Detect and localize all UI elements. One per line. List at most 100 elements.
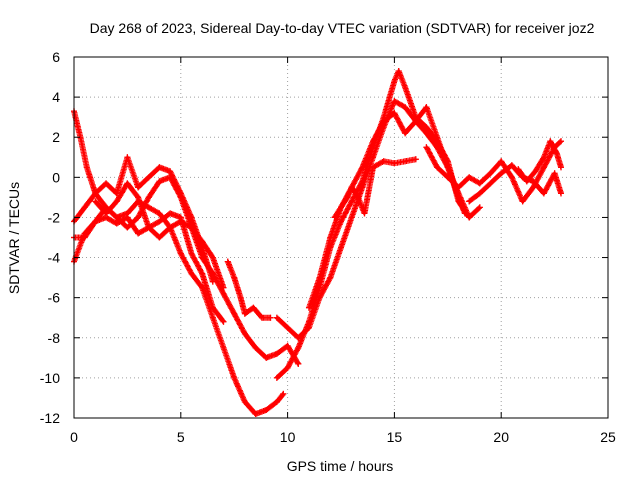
data-point [523,178,530,185]
y-tick-label: 6 [52,49,60,65]
data-point [273,398,280,405]
data-point [547,138,554,145]
data-point [220,344,227,351]
data-point [231,274,238,281]
data-point [92,198,99,205]
data-point [434,134,441,141]
data-point [344,194,351,201]
y-tick-label: -10 [40,370,60,386]
data-point [423,124,430,131]
data-point [498,158,505,165]
series-markers [273,68,473,381]
data-point [466,198,473,205]
data-point [145,224,152,231]
y-tick-label: 4 [52,89,60,105]
data-point [380,158,387,165]
data-point [391,98,398,105]
data-point [113,220,120,227]
data-point [231,374,238,381]
data-point [515,166,522,173]
data-point [327,274,334,281]
data-point [220,284,227,291]
y-tick-label: 0 [52,169,60,185]
tick-layer: 0 5 10 15 20 25 -12 -10 -8 -6 -4 -2 0 2 4 6 [40,49,616,445]
y-tick-label: -12 [40,410,60,426]
data-point [224,258,231,265]
data-point [348,184,355,191]
data-point [476,204,483,211]
data-point [263,406,270,413]
data-point [188,214,195,221]
data-point [241,398,248,405]
series-trace-8 [273,68,473,381]
data-point [295,360,302,367]
data-point [327,234,334,241]
data-point [156,210,163,217]
data-point [558,190,565,197]
y-tick-label: 2 [52,129,60,145]
data-point [156,234,163,241]
data-point [355,194,362,201]
data-point [370,164,377,171]
data-point [188,270,195,277]
data-point [241,310,248,317]
data-point [145,204,152,211]
y-tick-label: -8 [48,330,61,346]
data-point [316,274,323,281]
data-point [391,160,398,167]
data-point [156,164,163,171]
y-tick-label: -6 [48,290,61,306]
data-point [553,150,560,157]
data-point [250,304,257,311]
data-point [551,170,558,177]
data-point [177,250,184,257]
data-point [237,294,244,301]
data-point [92,190,99,197]
data-point [263,354,270,361]
data-point [199,284,206,291]
data-point [412,118,419,125]
data-point [361,210,368,217]
data-point [258,314,265,321]
data-point [167,168,174,175]
series-trace-6 [224,258,274,321]
data-point [124,180,131,187]
data-point [476,180,483,187]
x-tick-label: 15 [387,429,403,445]
data-point [359,178,366,185]
data-point [391,110,398,117]
data-point [444,164,451,171]
data-point [145,194,152,201]
data-point [273,374,280,381]
y-axis-label: SDTVAR / TECUs [6,182,22,294]
data-point [402,104,409,111]
data-point [519,198,526,205]
data-point [209,314,216,321]
data-point [284,364,291,371]
data-point [395,68,402,75]
data-point [199,238,206,245]
data-point [273,350,280,357]
data-point [220,318,227,325]
data-point [103,180,110,187]
data-point [284,342,291,349]
data-point [455,184,462,191]
data-point [135,230,142,237]
data-point [177,218,184,225]
data-point [199,270,206,277]
data-point [466,174,473,181]
data-point [412,156,419,163]
data-point [83,164,90,171]
data-point [103,210,110,217]
data-point [156,178,163,185]
data-point [402,158,409,165]
data-point [540,154,547,161]
data-point [558,138,565,145]
data-point [423,104,430,111]
data-point [402,84,409,91]
x-axis-label: GPS time / hours [287,458,394,474]
data-point [305,304,312,311]
data-point [558,164,565,171]
data-point [124,224,131,231]
data-point [209,278,216,285]
